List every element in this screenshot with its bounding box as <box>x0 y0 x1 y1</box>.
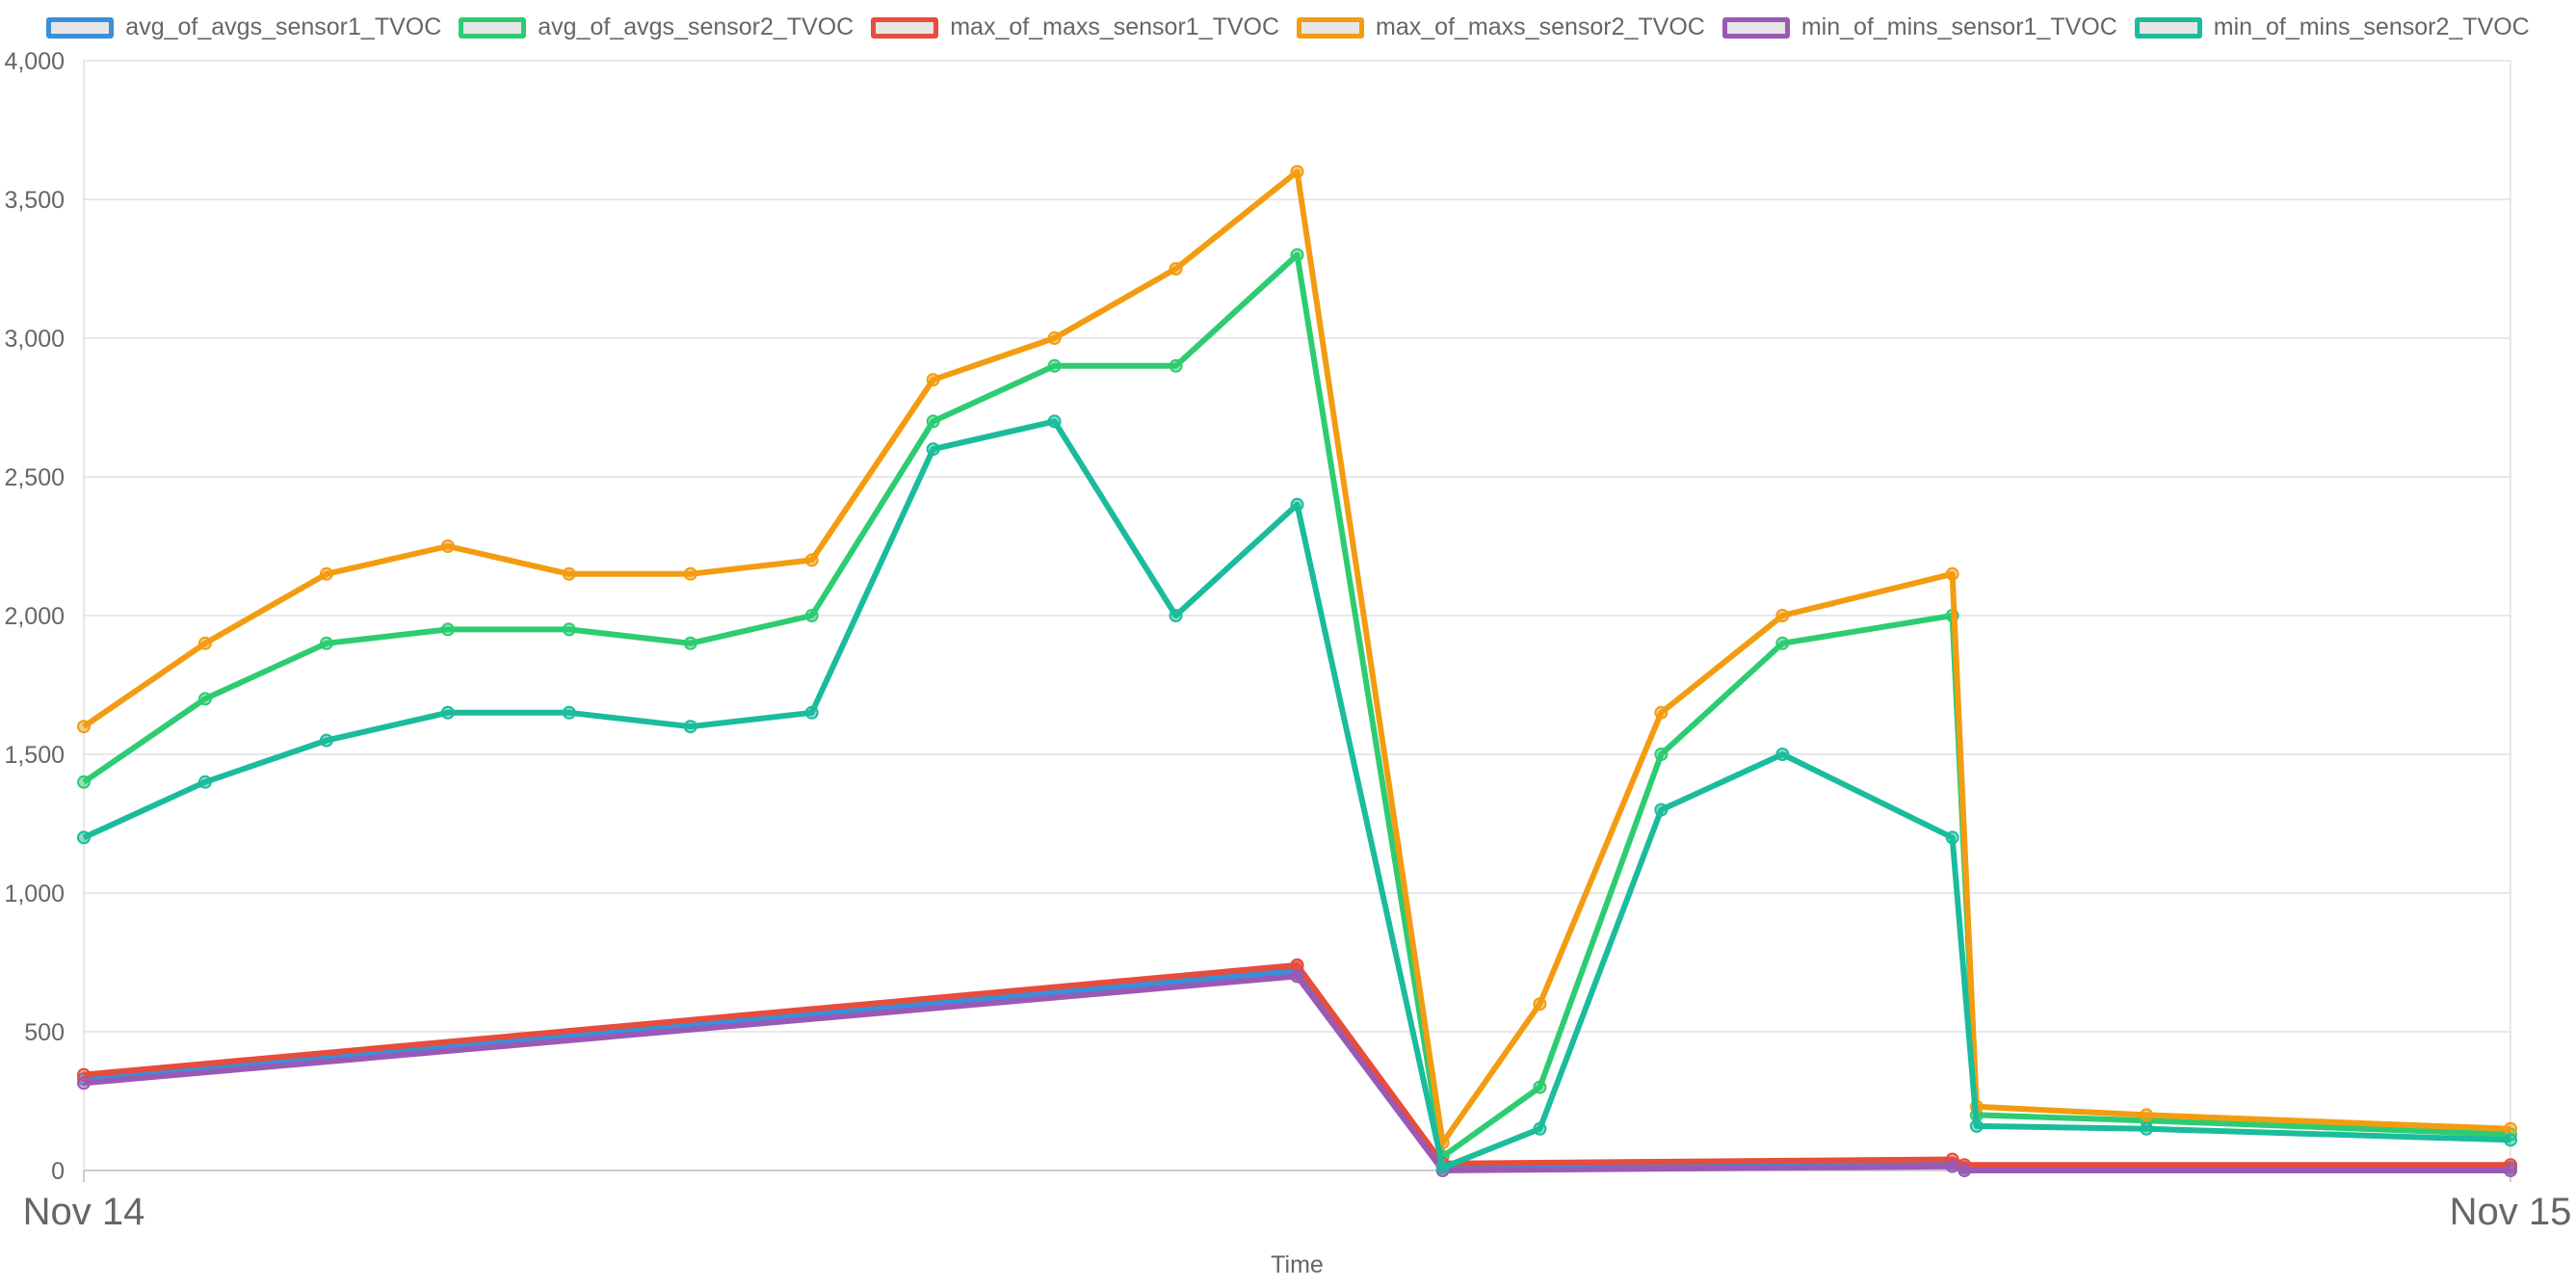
data-point <box>1290 958 1304 972</box>
data-point <box>926 373 940 387</box>
y-tick-label: 500 <box>24 1019 65 1046</box>
series-line <box>82 251 2511 1160</box>
data-point <box>1290 969 1304 984</box>
data-point <box>2504 1133 2517 1147</box>
data-point <box>1533 1080 1547 1094</box>
legend-label: avg_of_avgs_sensor1_TVOC <box>125 13 442 40</box>
data-point <box>683 720 697 734</box>
data-point <box>2504 1121 2517 1136</box>
data-point <box>926 414 940 429</box>
data-point <box>440 539 455 553</box>
y-tick-label: 1,000 <box>4 881 65 907</box>
data-point <box>197 775 212 789</box>
data-point <box>197 692 212 706</box>
y-tick-label: 3,000 <box>4 326 65 353</box>
data-point <box>77 830 91 845</box>
data-point <box>1945 830 1959 845</box>
data-point <box>77 1076 91 1091</box>
data-point <box>2504 1164 2517 1177</box>
y-tick-label: 4,000 <box>4 48 65 75</box>
legend-item[interactable]: min_of_mins_sensor2_TVOC <box>2134 13 2530 41</box>
legend: avg_of_avgs_sensor1_TVOC avg_of_avgs_sens… <box>0 13 2576 41</box>
y-tick-label: 0 <box>51 1158 65 1185</box>
y-tick-label: 1,500 <box>4 742 65 769</box>
data-point <box>804 705 819 720</box>
legend-swatch <box>46 16 115 39</box>
data-point <box>1047 331 1062 345</box>
series-line <box>82 169 2511 1146</box>
legend-item[interactable]: max_of_maxs_sensor2_TVOC <box>1297 13 1705 41</box>
x-tick-label: Nov 14 <box>23 1191 145 1233</box>
y-tick-label: 3,500 <box>4 187 65 214</box>
legend-label: min_of_mins_sensor2_TVOC <box>2213 13 2530 40</box>
x-tick-label: Nov 15 <box>2450 1191 2572 1233</box>
x-axis-title: Time <box>1271 1251 1324 1278</box>
data-point <box>1945 1159 1959 1173</box>
data-point <box>1958 1164 1972 1177</box>
data-point <box>2140 1121 2154 1136</box>
data-point <box>197 636 212 650</box>
data-point <box>77 720 91 734</box>
y-tick-label: 2,500 <box>4 464 65 491</box>
data-point <box>77 775 91 789</box>
data-point <box>1533 997 1547 1012</box>
data-point <box>1775 609 1790 622</box>
legend-swatch <box>459 16 527 39</box>
data-point <box>1290 248 1304 262</box>
legend-item[interactable]: max_of_maxs_sensor1_TVOC <box>871 13 1279 41</box>
data-point <box>440 622 455 637</box>
data-point <box>1969 1118 1984 1133</box>
data-point <box>2140 1108 2154 1122</box>
data-point <box>319 733 333 748</box>
legend-swatch <box>871 16 939 39</box>
legend-item[interactable]: min_of_mins_sensor1_TVOC <box>1722 13 2117 41</box>
data-point <box>1169 609 1183 622</box>
data-point <box>1775 748 1790 761</box>
y-tick-label: 2,000 <box>4 603 65 630</box>
data-point <box>1169 262 1183 276</box>
data-point <box>1533 1121 1547 1136</box>
data-point <box>1047 358 1062 373</box>
series-line <box>83 961 2510 1169</box>
legend-item[interactable]: avg_of_avgs_sensor1_TVOC <box>46 13 441 41</box>
data-point <box>562 705 576 720</box>
data-point <box>1654 802 1669 817</box>
data-point <box>683 566 697 581</box>
data-point <box>562 622 576 637</box>
data-point <box>804 553 819 567</box>
data-point <box>1047 414 1062 429</box>
legend-swatch <box>1297 16 1365 39</box>
legend-swatch <box>2134 16 2202 39</box>
legend-item[interactable]: avg_of_avgs_sensor2_TVOC <box>459 13 854 41</box>
data-point <box>319 566 333 581</box>
data-point <box>1945 566 1959 581</box>
legend-label: max_of_maxs_sensor2_TVOC <box>1376 13 1705 40</box>
data-point <box>562 566 576 581</box>
data-point <box>1290 497 1304 512</box>
data-point <box>683 636 697 650</box>
series-line <box>83 973 2510 1173</box>
data-point <box>319 636 333 650</box>
data-point <box>1169 358 1183 373</box>
legend-label: max_of_maxs_sensor1_TVOC <box>950 13 1280 40</box>
data-point <box>440 705 455 720</box>
data-point <box>1290 165 1304 179</box>
data-point <box>1654 748 1669 761</box>
data-point <box>1775 636 1790 650</box>
data-point <box>804 609 819 622</box>
data-point <box>1435 1161 1450 1175</box>
series-line <box>83 967 2510 1171</box>
legend-label: min_of_mins_sensor1_TVOC <box>1801 13 2117 40</box>
data-point <box>926 442 940 457</box>
legend-label: avg_of_avgs_sensor2_TVOC <box>538 13 854 40</box>
series-line <box>82 418 2511 1171</box>
legend-swatch <box>1722 16 1790 39</box>
data-point <box>1654 705 1669 720</box>
